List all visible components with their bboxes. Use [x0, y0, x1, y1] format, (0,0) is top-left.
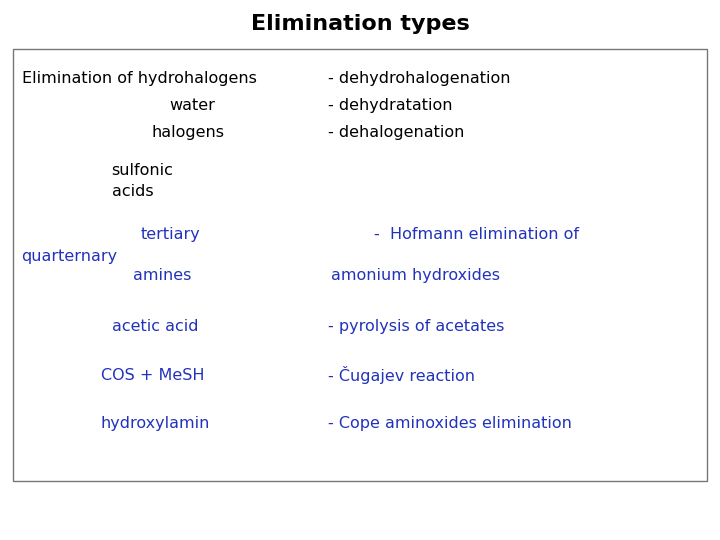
Text: halogens: halogens [151, 125, 224, 140]
Text: - Čugajev reaction: - Čugajev reaction [328, 366, 474, 384]
Text: - dehydratation: - dehydratation [328, 98, 452, 113]
Text: tertiary: tertiary [140, 227, 200, 242]
Text: amonium hydroxides: amonium hydroxides [331, 268, 500, 283]
Text: quarternary: quarternary [22, 249, 118, 264]
Text: - Cope aminoxides elimination: - Cope aminoxides elimination [328, 416, 572, 431]
Text: acetic acid: acetic acid [112, 319, 198, 334]
Text: Elimination of hydrohalogens: Elimination of hydrohalogens [22, 71, 256, 86]
Text: - pyrolysis of acetates: - pyrolysis of acetates [328, 319, 504, 334]
Text: hydroxylamin: hydroxylamin [101, 416, 210, 431]
Text: acids: acids [112, 184, 153, 199]
FancyBboxPatch shape [13, 49, 707, 481]
Text: COS + MeSH: COS + MeSH [101, 368, 204, 383]
Text: sulfonic: sulfonic [112, 163, 174, 178]
Text: amines: amines [133, 268, 192, 283]
Text: water: water [169, 98, 215, 113]
Text: - dehydrohalogenation: - dehydrohalogenation [328, 71, 510, 86]
Text: Elimination types: Elimination types [251, 14, 469, 35]
Text: - dehalogenation: - dehalogenation [328, 125, 464, 140]
Text: -  Hofmann elimination of: - Hofmann elimination of [374, 227, 580, 242]
